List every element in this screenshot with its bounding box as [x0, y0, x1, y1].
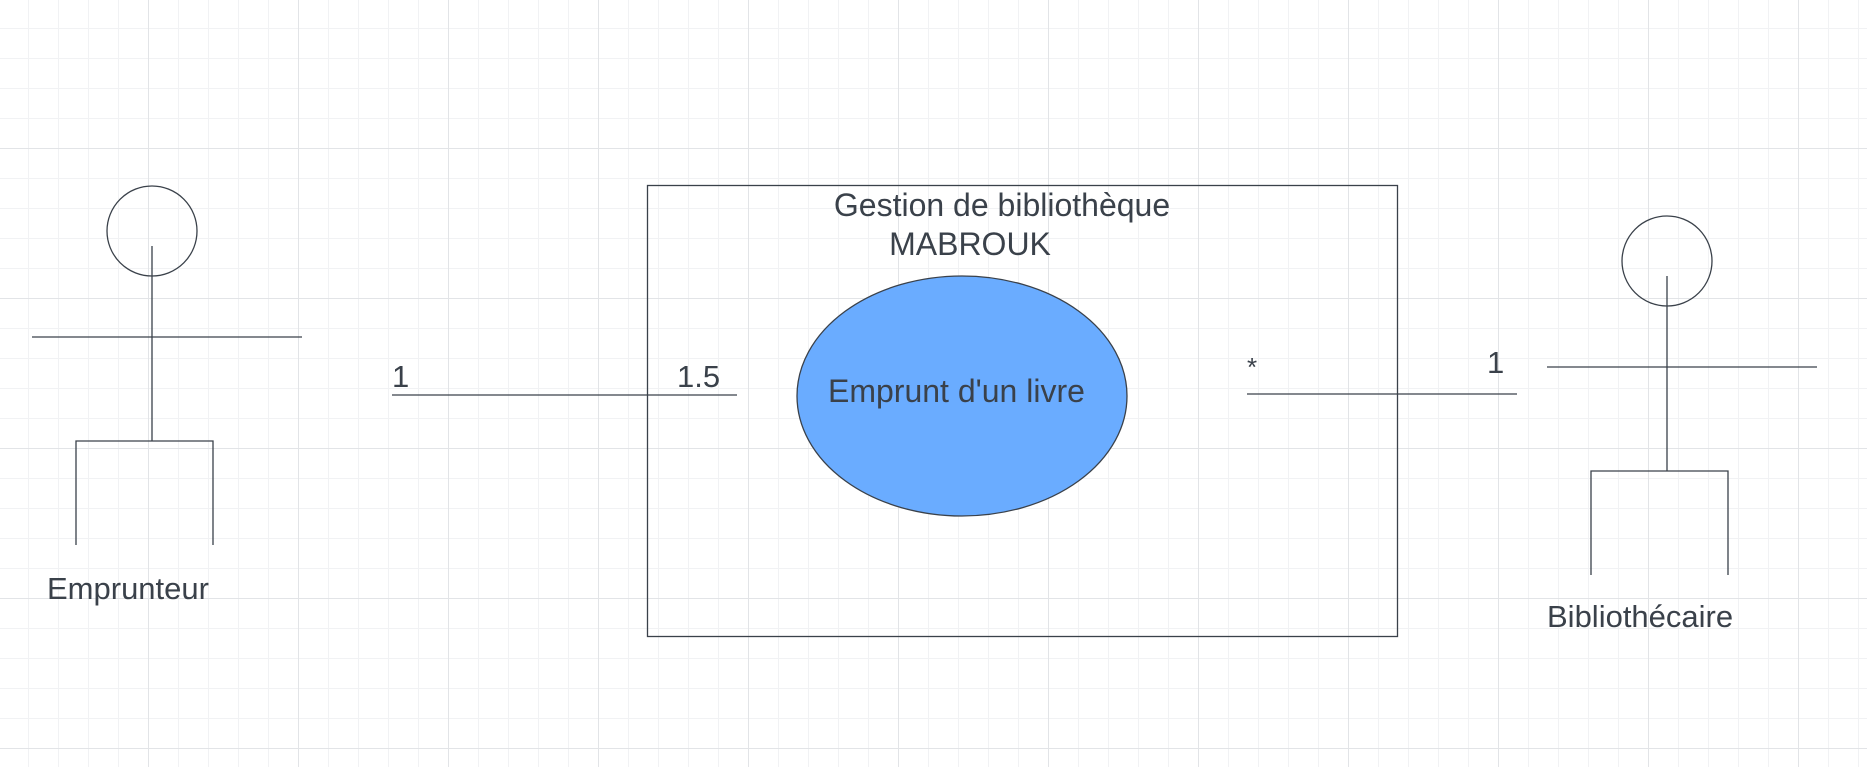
actor-name-bibliothecaire: Bibliothécaire [1547, 599, 1734, 634]
multiplicity-right-usecase: * [1247, 352, 1258, 382]
actor-emprunteur[interactable] [32, 185, 302, 545]
multiplicity-right-actor: 1 [1487, 345, 1505, 380]
system-title-line1: Gestion de bibliothèque [833, 187, 1171, 223]
system-title: Gestion de bibliothèque MABROUK [800, 186, 1204, 264]
system-boundary[interactable] [646, 184, 1399, 638]
actor-bibliothecaire[interactable] [1547, 215, 1817, 575]
use-case-label: Emprunt d'un livre [828, 373, 1085, 409]
use-case-ellipse[interactable] [796, 275, 1128, 517]
multiplicity-left-actor: 1 [392, 359, 410, 394]
actor-name-emprunteur: Emprunteur [47, 571, 209, 606]
actor-legs [1590, 470, 1729, 575]
actor-legs [75, 440, 214, 545]
system-title-line2: MABROUK [889, 226, 1051, 262]
multiplicity-left-usecase: 1.5 [677, 359, 721, 394]
